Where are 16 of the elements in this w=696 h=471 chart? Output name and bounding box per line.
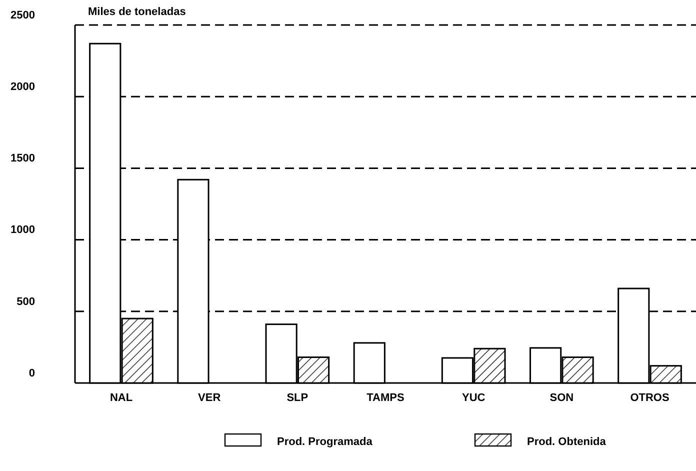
x-tick-label: YUC <box>462 392 486 404</box>
y-tick-label: 2000 <box>10 81 35 93</box>
x-tick-label: NAL <box>110 392 133 404</box>
y-tick-label: 0 <box>28 367 35 380</box>
y-tick-label: 2500 <box>10 9 35 22</box>
y-tick-label: 1000 <box>10 224 35 236</box>
legend-label: Prod. Obtenida <box>527 436 607 448</box>
x-tick-label: OTROS <box>630 392 670 404</box>
x-tick-label: VER <box>198 392 221 404</box>
y-tick-label: 1500 <box>10 152 35 165</box>
y-axis-title: Miles de toneladas <box>88 6 186 18</box>
y-tick-label: 500 <box>16 296 35 308</box>
legend-label: Prod. Programada <box>277 436 374 448</box>
x-tick-label: SON <box>550 392 574 404</box>
x-tick-label: SLP <box>286 392 308 404</box>
x-tick-label: TAMPS <box>366 392 404 404</box>
